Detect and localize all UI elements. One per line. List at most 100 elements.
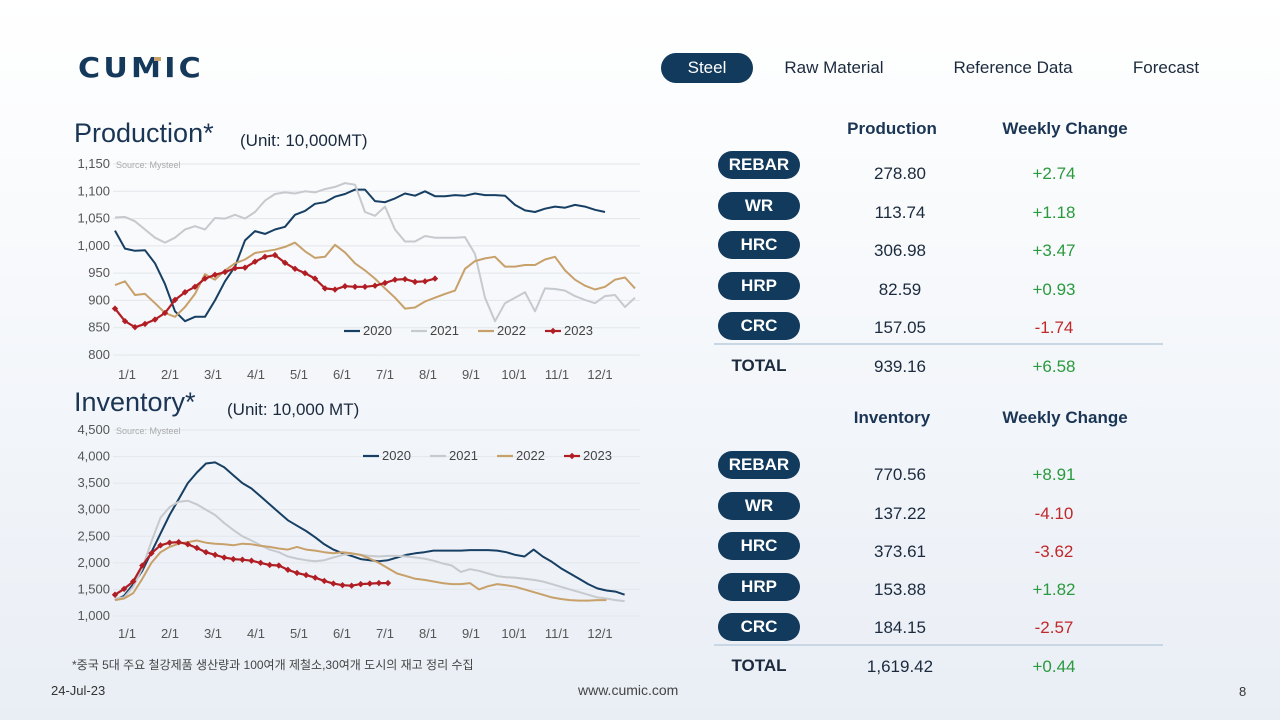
production-total-value: 939.16 (874, 357, 926, 376)
inventory-row-hrc-change: -3.62 (1034, 542, 1074, 561)
production-row-hrp-value: 82.59 (878, 280, 922, 299)
inventory-row-crc-value: 184.15 (874, 618, 926, 637)
production-x-tick-label: 7/1 (376, 367, 394, 382)
inventory-row-hrc-label: HRC (718, 532, 800, 560)
inventory-series-2020-line (114, 461, 625, 602)
inventory-y-tick-label: 3,000 (77, 502, 110, 517)
production-series-2023-point (131, 323, 139, 331)
inventory-x-tick-label: 9/1 (462, 626, 480, 641)
inventory-series-2023-line (114, 540, 388, 596)
inventory-series-2023-point (230, 555, 237, 563)
production-series-2023-point (251, 258, 259, 265)
inventory-series-2023-point (202, 549, 210, 556)
production-series-2023-point (431, 275, 439, 282)
inventory-series-2023-point (211, 551, 219, 559)
inventory-total-label: TOTAL (731, 656, 787, 675)
production-series-2023-point (401, 275, 409, 283)
inventory-y-tick-label: 2,500 (77, 528, 110, 543)
production-x-tick-label: 8/1 (419, 367, 437, 382)
inventory-row-hrp-label: HRP (718, 573, 800, 601)
production-series-2023-point (231, 265, 239, 272)
footnote: *중국 5대 주요 철강제품 생산량과 100여개 제철소,30여개 도시의 재… (72, 658, 474, 672)
top-nav: Steel Raw Material Reference Data Foreca… (661, 53, 1221, 85)
inventory-x-tick-label: 6/1 (333, 626, 351, 641)
inventory-series-2023-point (275, 562, 282, 569)
inventory-row-hrp-value: 153.88 (874, 580, 926, 599)
inventory-series-2023-point (357, 580, 364, 588)
production-x-tick-label: 1/1 (118, 367, 136, 382)
inventory-x-tick-label: 4/1 (247, 626, 265, 641)
production-x-tick-label: 5/1 (290, 367, 308, 382)
production-x-tick-label: 11/1 (545, 367, 569, 382)
production-x-tick-label: 4/1 (247, 367, 265, 382)
production-series-2021-line (114, 182, 636, 323)
inventory-y-tick-label: 3,500 (77, 475, 110, 490)
production-row-wr-label: WR (718, 192, 800, 220)
inventory-series-2023-point (239, 556, 246, 563)
inventory-series-2023-point (130, 578, 137, 585)
inventory-series-2023-point (384, 579, 392, 587)
production-row-hrc-label: HRC (718, 231, 800, 259)
production-row-crc-label: CRC (718, 312, 800, 340)
production-series-2023-point (341, 283, 349, 290)
inventory-series-2023-point (184, 541, 191, 548)
production-y-tick-label: 950 (88, 265, 110, 280)
nav-tab-raw-material[interactable]: Raw Material (784, 58, 884, 77)
production-y-tick-label: 900 (88, 292, 110, 307)
production-total-change: +6.58 (1032, 357, 1076, 376)
inventory-series-2023-point (330, 580, 337, 587)
inventory-x-tick-label: 5/1 (290, 626, 308, 641)
production-series-2023-point (151, 316, 159, 323)
production-series-2023-point (411, 278, 419, 286)
nav-tab-reference-data[interactable]: Reference Data (953, 58, 1073, 77)
production-row-wr-change: +1.18 (1032, 203, 1076, 222)
inventory-row-wr-value: 137.22 (874, 504, 926, 523)
production-y-tick-label: 1,100 (77, 183, 110, 198)
inventory-weekly-change-header: Weekly Change (1002, 408, 1128, 427)
inventory-y-tick-label: 1,000 (77, 608, 110, 623)
inventory-series-2023-point (312, 574, 319, 581)
inventory-series-2023-point (366, 580, 373, 587)
inventory-row-hrc-value: 373.61 (874, 542, 926, 561)
production-series-2023-point (121, 317, 129, 325)
inventory-series-2023-point (248, 557, 255, 564)
production-series-2023-point (181, 289, 189, 296)
inventory-y-tick-label: 1,500 (77, 581, 110, 596)
production-series-2023-point (141, 320, 149, 328)
production-x-tick-label: 10/1 (501, 367, 526, 382)
inventory-series-2023-point (348, 582, 355, 589)
page-number: 8 (1239, 684, 1247, 699)
inventory-legend-marker-2023 (568, 452, 576, 460)
inventory-x-tick-label: 3/1 (204, 626, 222, 641)
production-total-label: TOTAL (731, 356, 787, 375)
production-series-2023-point (111, 305, 119, 312)
production-series-2023-point (211, 271, 219, 278)
nav-tab-forecast[interactable]: Forecast (1132, 58, 1200, 77)
inventory-y-tick-label: 4,000 (77, 449, 110, 464)
production-series-2022-line (114, 241, 636, 318)
production-legend-marker-2023 (549, 327, 557, 335)
production-series-2020-line (114, 188, 606, 323)
production-series-2023-point (371, 282, 379, 289)
logo-text: CUMIC (78, 55, 204, 81)
production-series-2023-point (221, 268, 229, 276)
production-series-2023-point (381, 279, 389, 287)
inventory-series-2023-point (221, 554, 228, 561)
inventory-series-2021-line (114, 499, 625, 603)
production-row-hrp-change: +0.93 (1032, 280, 1076, 299)
inventory-series-2023-point (111, 591, 119, 598)
production-series-2023-point (351, 283, 359, 290)
production-line-chart: 800 850 900 950 1,000 1,050 1,100 1,150 Source: … (77, 156, 640, 382)
production-x-tick-label: 6/1 (333, 367, 351, 382)
production-series-2023-point (271, 251, 279, 259)
production-y-tick-label: 800 (88, 347, 110, 362)
inventory-series-2023-point (375, 579, 383, 587)
production-row-hrp-label: HRP (718, 272, 800, 300)
inventory-y-tick-label: 4,500 (77, 422, 110, 437)
website-link[interactable]: www.cumic.com (578, 682, 679, 698)
nav-tab-steel[interactable]: Steel (661, 53, 753, 83)
inventory-series-2023-point (175, 538, 182, 546)
production-series-2023-point (421, 278, 429, 285)
inventory-total-value: 1,619.42 (866, 657, 934, 676)
inventory-series-2023-point (302, 571, 310, 579)
